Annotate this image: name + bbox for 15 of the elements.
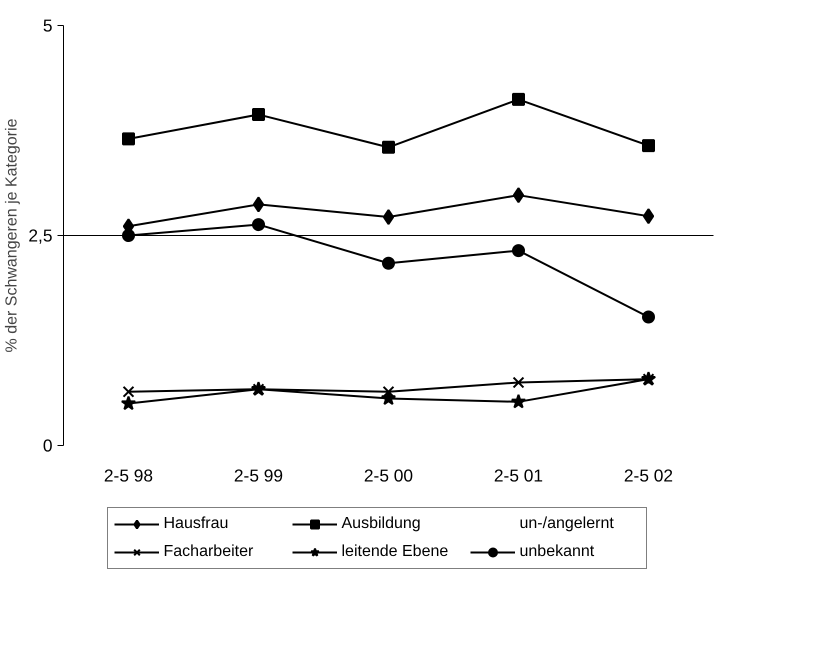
x-tick-label: 2-5 99 <box>234 466 284 486</box>
x-tick-label: 2-5 01 <box>494 466 544 486</box>
y-axis-title: % der Schwangeren je Kategorie <box>3 118 20 352</box>
legend-label: Hausfrau <box>164 515 230 533</box>
text: un-/angelernt <box>520 515 615 533</box>
y-tick-label: 0 <box>42 436 53 456</box>
x-tick-label: 2-5 02 <box>624 466 674 486</box>
legend-label: Ausbildung <box>342 515 422 533</box>
legend-label: unbekannt <box>520 543 596 561</box>
y-tick-label: 2,5 <box>28 226 53 246</box>
x-tick-label: 2-5 00 <box>364 466 414 486</box>
x-tick-label: 2-5 98 <box>104 466 154 486</box>
y-tick-label: 5 <box>42 16 53 36</box>
legend-label: leitende Ebene <box>342 543 450 561</box>
legend-label: Facharbeiter <box>164 543 254 561</box>
